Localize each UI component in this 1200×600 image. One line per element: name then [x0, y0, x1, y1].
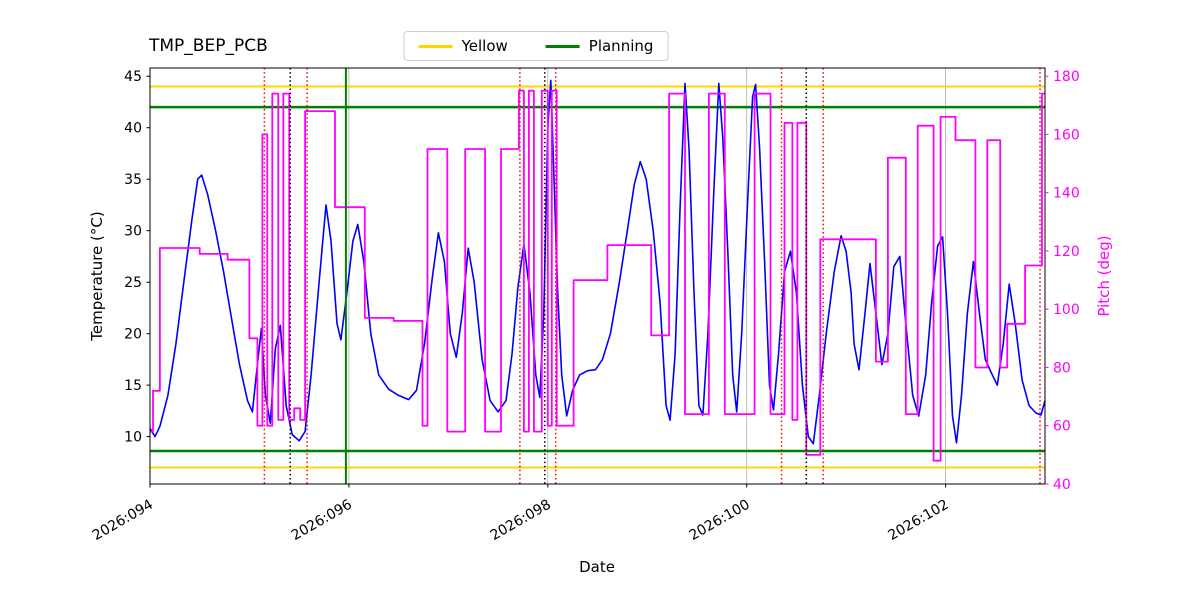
legend-item-yellow: Yellow	[418, 37, 508, 55]
legend-label: Yellow	[461, 37, 508, 55]
x-tick-label: 2026:102	[886, 497, 952, 544]
plot-frame	[149, 67, 1046, 485]
legend-item-planning: Planning	[545, 37, 654, 55]
legend-label: Planning	[588, 37, 654, 55]
series-pitch	[150, 89, 1045, 462]
limit-lines	[150, 85, 1045, 469]
x-axis: 2026:094 2026:096 2026:098 2026:100 2026:102	[90, 484, 952, 544]
y-tick-label-right: 80	[1053, 361, 1071, 377]
x-tick-label: 2026:100	[687, 497, 753, 544]
y-tick-label-left: 10	[124, 430, 142, 446]
y-tick-label-left: 30	[124, 224, 142, 240]
y-tick-label-left: 20	[124, 327, 142, 343]
y-tick-label-right: 100	[1053, 302, 1080, 318]
y-tick-label-right: 160	[1053, 127, 1080, 143]
y-tick-label-left: 40	[124, 121, 142, 137]
y-tick-label-left: 15	[124, 378, 142, 394]
chart-title: TMP_BEP_PCB	[149, 36, 268, 56]
y-axis-left: 10 15 20 25 30 35 40 45	[124, 69, 150, 446]
y-tick-label-right: 140	[1053, 186, 1080, 202]
legend-swatch	[418, 44, 453, 48]
y-tick-label-left: 45	[124, 69, 142, 85]
x-tick-label: 2026:098	[488, 497, 554, 544]
y-tick-label-right: 60	[1053, 419, 1071, 435]
y-axis-right: 40 60 80 100 120 140 160 180	[1045, 69, 1080, 493]
series-temperature	[149, 79, 1046, 445]
y-tick-label-right: 40	[1053, 477, 1071, 493]
x-axis-label: Date	[579, 558, 615, 576]
x-tick-label: 2026:094	[90, 497, 156, 544]
legend: Yellow Planning	[403, 31, 669, 61]
y-tick-label-left: 35	[124, 172, 142, 188]
y-tick-label-right: 120	[1053, 244, 1080, 260]
legend-swatch	[545, 44, 580, 48]
event-lines	[263, 68, 1041, 484]
x-tick-label: 2026:096	[289, 497, 355, 544]
y-tick-label-right: 180	[1053, 69, 1080, 85]
y-tick-label-left: 25	[124, 275, 142, 291]
